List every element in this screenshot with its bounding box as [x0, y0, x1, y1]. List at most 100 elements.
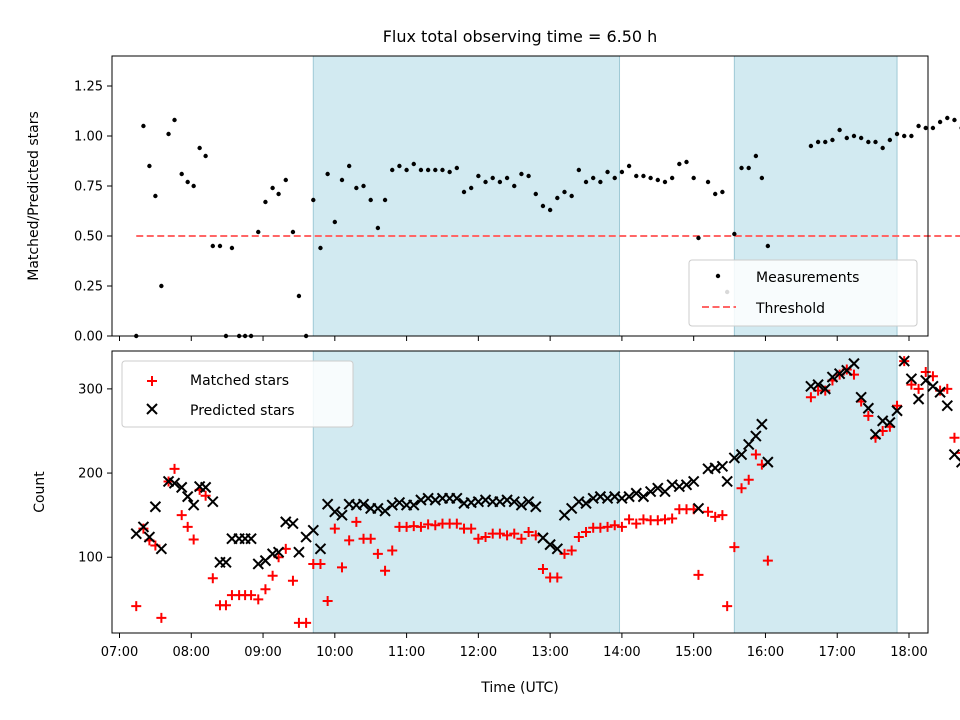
- measurement-point: [179, 171, 184, 177]
- top-axes-frame: [111, 55, 929, 337]
- measurement-point: [815, 139, 821, 145]
- matched-stars-point: [176, 510, 187, 521]
- measurement-point: [433, 167, 438, 173]
- predicted-stars-point: [848, 357, 860, 370]
- measurement-point: [823, 139, 828, 145]
- measurement-point: [368, 197, 373, 203]
- measurement-point: [844, 135, 849, 141]
- measurement-point: [332, 219, 338, 225]
- y-tick-label: 100: [78, 551, 103, 566]
- matched-stars-point: [913, 383, 924, 394]
- measurement-point: [440, 167, 445, 173]
- predicted-stars-point: [155, 543, 168, 555]
- measurement-point: [691, 175, 696, 181]
- y-tick-label: 300: [78, 382, 103, 397]
- matched-stars-point: [253, 594, 264, 605]
- measurement-point: [887, 137, 893, 143]
- measurement-point: [837, 127, 842, 133]
- predicted-stars-point: [207, 495, 219, 508]
- predicted-stars-point: [508, 495, 520, 508]
- predicted-stars-point: [372, 502, 384, 515]
- predicted-stars-point: [623, 490, 635, 503]
- measurement-point: [677, 161, 682, 167]
- predicted-stars-point: [750, 430, 762, 442]
- predicted-stars-point: [408, 499, 420, 511]
- y-tick-label: 0.00: [74, 330, 103, 345]
- x-tick-label: 16:00: [747, 645, 784, 660]
- predicted-stars-point: [386, 499, 398, 511]
- matched-stars-point: [624, 514, 635, 525]
- measurement-point: [662, 179, 668, 185]
- predicted-stars-point: [735, 448, 748, 461]
- legend-label-predicted-stars: Predicted stars: [190, 403, 295, 419]
- predicted-stars-point: [551, 543, 564, 555]
- predicted-stars-point: [220, 556, 232, 568]
- matched-stars-point: [473, 533, 484, 544]
- matched-stars-point: [693, 569, 704, 580]
- bottom-y-axis-label: Count: [32, 471, 48, 513]
- measurement-point: [418, 167, 424, 173]
- measurement-point: [533, 191, 538, 197]
- measurement-point: [425, 167, 431, 173]
- predicted-stars-point: [687, 475, 700, 488]
- measurement-point: [720, 189, 725, 195]
- predicted-stars-point: [819, 383, 831, 395]
- matched-stars-point: [573, 532, 584, 543]
- matched-stars-point: [260, 584, 271, 595]
- measurement-point: [598, 179, 603, 185]
- measurement-point: [197, 145, 202, 151]
- measurement-point: [746, 165, 751, 171]
- matched-stars-point: [336, 562, 347, 573]
- matched-stars-point: [182, 521, 193, 532]
- bottom-shaded-intervals: [312, 350, 898, 634]
- matched-stars-point: [956, 451, 960, 454]
- predicted-stars-point: [515, 499, 528, 511]
- predicted-stars-point: [941, 400, 953, 412]
- matched-stars-point: [207, 573, 218, 584]
- predicted-stars-point: [637, 490, 650, 503]
- predicted-stars-point: [544, 538, 556, 551]
- bottom-axis-ticks: 07:00 08:00 09:00 10:00 11:00 12:00 13:00 14:00…: [78, 382, 928, 660]
- measurement-point: [229, 245, 235, 251]
- matched-stars-point: [667, 513, 678, 524]
- matched-stars-point: [502, 530, 513, 541]
- measurement-point: [512, 183, 517, 189]
- predicted-stars-point: [329, 506, 341, 518]
- predicted-stars-point: [175, 481, 188, 494]
- matched-stars-point: [750, 449, 761, 460]
- predicted-stars-point: [898, 355, 910, 367]
- x-tick-label: 13:00: [531, 645, 568, 660]
- predicted-stars-point: [756, 418, 768, 430]
- x-axis-label: Time (UTC): [480, 680, 558, 696]
- top-y-axis-label: Matched/Predicted stars: [26, 111, 42, 281]
- predicted-stars-point: [855, 391, 867, 404]
- predicted-stars-point: [580, 497, 592, 510]
- measurement-point: [256, 229, 261, 235]
- measurement-point: [732, 231, 737, 237]
- measurement-point: [851, 133, 857, 139]
- predicted-stars-point: [728, 452, 741, 464]
- predicted-stars-point: [522, 495, 535, 508]
- top-legend-box: [688, 259, 918, 327]
- measurement-point: [916, 123, 921, 129]
- matched-stars-point: [169, 463, 180, 474]
- measurement-point: [808, 143, 814, 149]
- predicted-stars-point: [716, 460, 729, 473]
- measurement-point: [159, 283, 164, 289]
- bottom-data-marks: [130, 355, 960, 628]
- measurement-point: [172, 117, 177, 123]
- matched-stars-point: [949, 432, 960, 443]
- predicted-stars-point: [287, 517, 299, 530]
- predicted-stars-point: [307, 524, 319, 537]
- y-tick-label: 0.25: [74, 280, 103, 295]
- matched-stars-point: [301, 617, 312, 628]
- matched-stars-point: [566, 545, 577, 556]
- measurement-point: [447, 169, 452, 175]
- predicted-stars-point: [314, 543, 327, 555]
- matched-stars-point: [703, 506, 714, 517]
- legend-label-matched-stars: Matched stars: [190, 373, 289, 389]
- measurement-point: [669, 175, 675, 181]
- measurement-point: [540, 203, 546, 209]
- bottom-panel: 07:00 08:00 09:00 10:00 11:00 12:00 13:00 14:00…: [32, 350, 960, 696]
